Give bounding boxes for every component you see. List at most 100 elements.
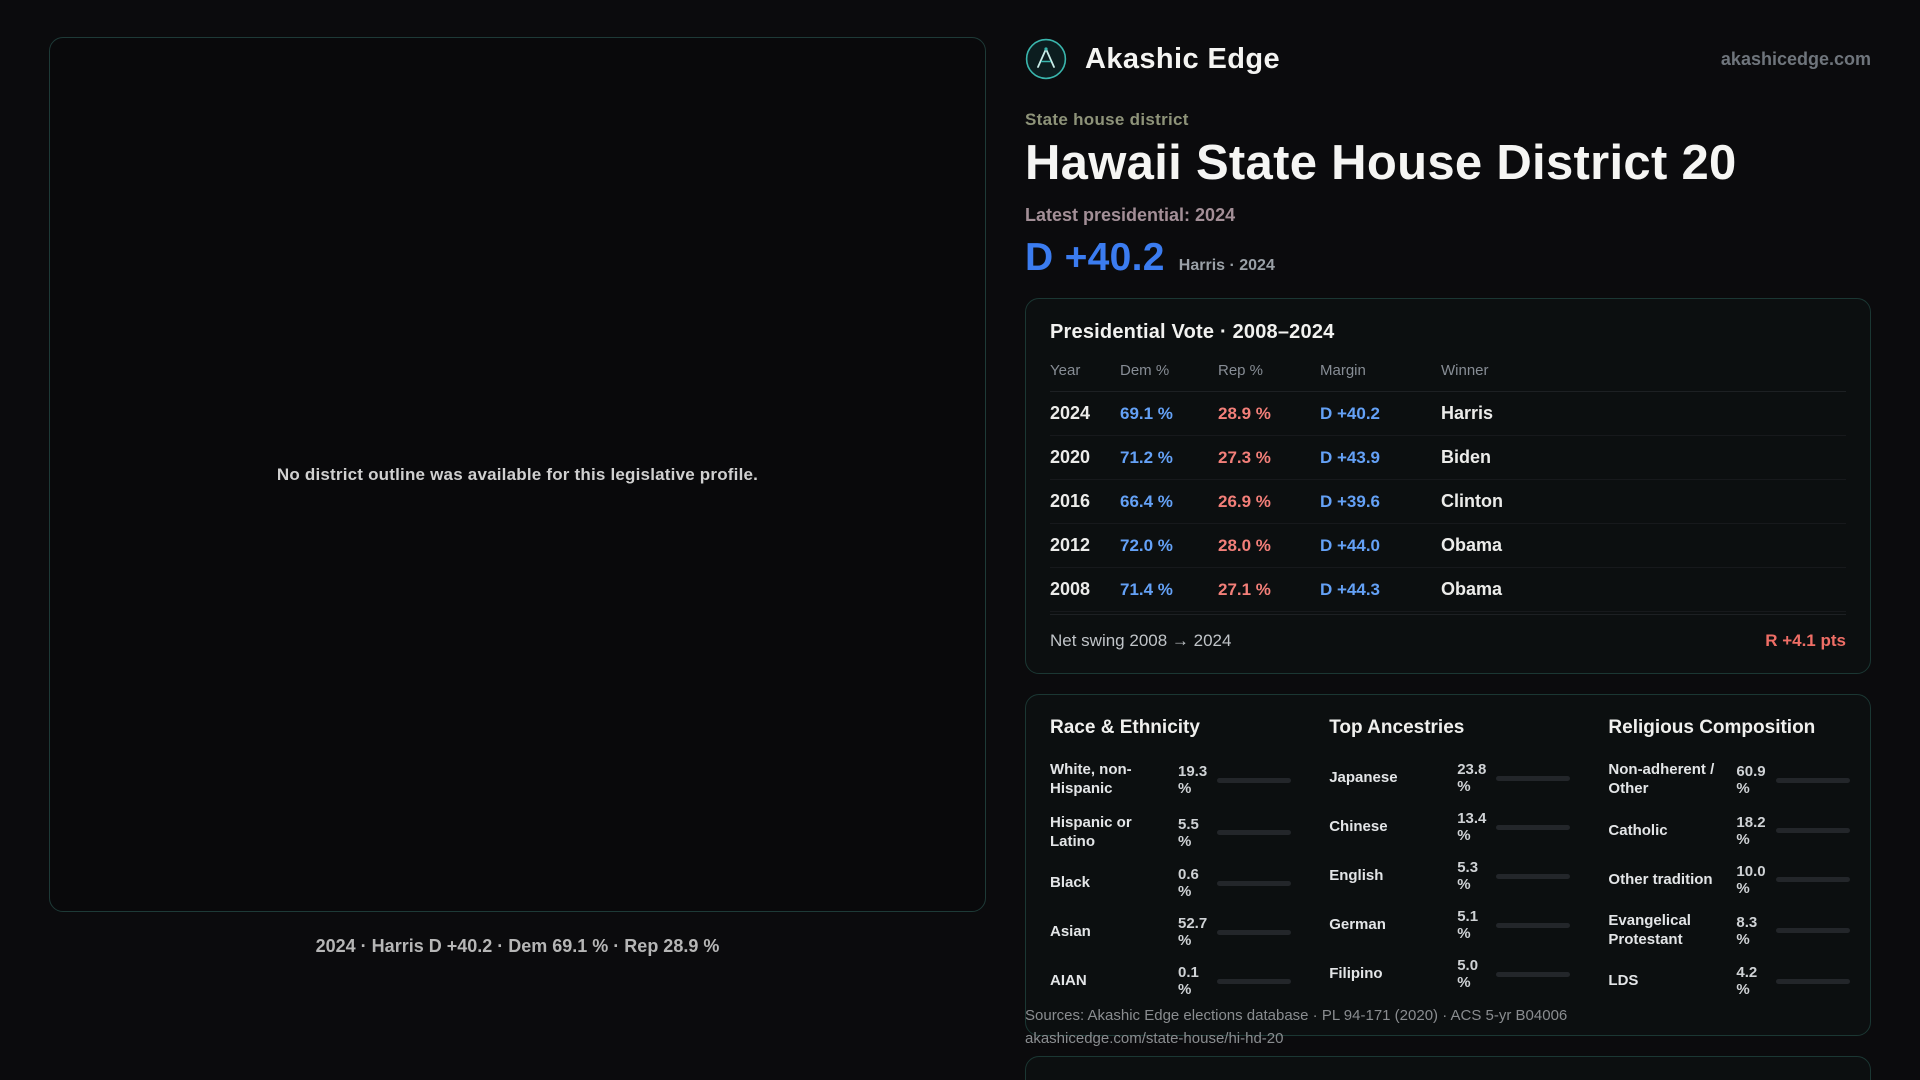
col-winner: Winner xyxy=(1441,362,1489,380)
demo-row: White, non-Hispanic 19.3 % xyxy=(1050,761,1292,799)
demo-value: 8.3 % xyxy=(1736,913,1758,948)
district-type-kicker: State house district xyxy=(1025,110,1189,129)
headline-margin-note: Harris · 2024 xyxy=(1178,257,1275,275)
table-row: 2008 71.4 % 27.1 % D +44.3 Obama xyxy=(1050,568,1846,613)
map-caption: 2024 · Harris D +40.2 · Dem 69.1 % · Rep… xyxy=(315,936,720,956)
demo-row: Asian 52.7 % xyxy=(1050,915,1292,949)
demo-label: Asian xyxy=(1050,923,1091,941)
district-map-column: No district outline was available for th… xyxy=(49,37,986,957)
demo-value: 4.2 % xyxy=(1736,964,1758,999)
demo-row: English 5.3 % xyxy=(1329,859,1571,894)
profile-content: Akashic Edge akashicedge.com State house… xyxy=(1025,38,1871,1080)
headline-margin-value: D +40.2 xyxy=(1025,236,1165,280)
district-map-panel: No district outline was available for th… xyxy=(49,37,986,912)
dem-cell: 69.1 % xyxy=(1120,403,1173,423)
dem-cell: 71.4 % xyxy=(1120,579,1173,599)
brand-name: Akashic Edge xyxy=(1085,42,1280,75)
demo-value: 18.2 % xyxy=(1736,813,1766,848)
table-row: 2020 71.2 % 27.3 % D +43.9 Biden xyxy=(1050,436,1846,481)
demo-value: 23.8 % xyxy=(1457,761,1487,796)
col-dem: Dem % xyxy=(1120,362,1170,380)
margin-cell: D +43.9 xyxy=(1320,447,1381,467)
demo-value: 60.9 % xyxy=(1736,763,1766,798)
presidential-vote-card: Presidential Vote · 2008–2024 Year Dem %… xyxy=(1025,298,1871,675)
demo-row: Filipino 5.0 % xyxy=(1329,957,1571,992)
year-cell: 2024 xyxy=(1050,403,1091,424)
demo-row: LDS 4.2 % xyxy=(1608,964,1850,999)
ancestries-title: Top Ancestries xyxy=(1329,717,1465,739)
latest-presidential-label: Latest presidential: 2024 xyxy=(1025,205,1236,226)
winner-cell: Biden xyxy=(1441,447,1492,468)
demo-bar xyxy=(1496,873,1571,879)
demo-label: English xyxy=(1329,867,1384,885)
brand-domain-link[interactable]: akashicedge.com xyxy=(1720,48,1871,69)
demo-label: AIAN xyxy=(1050,972,1087,990)
race-ethnicity-title: Race & Ethnicity xyxy=(1050,717,1200,739)
winner-cell: Obama xyxy=(1441,579,1503,600)
col-year: Year xyxy=(1050,362,1081,380)
demo-bar xyxy=(1496,824,1571,830)
demo-label: Non-adherent / Other xyxy=(1608,761,1715,798)
demo-bar xyxy=(1217,978,1292,984)
demo-value: 5.1 % xyxy=(1457,908,1479,943)
demo-row: Hispanic or Latino 5.5 % xyxy=(1050,813,1292,852)
sources-permalink[interactable]: akashicedge.com/state-house/hi-hd-20 xyxy=(1025,1029,1284,1047)
year-cell: 2008 xyxy=(1050,579,1091,600)
demo-label: White, non-Hispanic xyxy=(1050,761,1132,798)
demo-bar xyxy=(1217,880,1292,886)
demo-value: 5.5 % xyxy=(1178,815,1199,850)
year-cell: 2020 xyxy=(1050,447,1091,468)
demo-row: Other tradition 10.0 % xyxy=(1608,862,1850,897)
winner-cell: Harris xyxy=(1441,403,1494,424)
table-row: 2024 69.1 % 28.9 % D +40.2 Harris xyxy=(1050,392,1846,437)
demo-bar xyxy=(1496,922,1571,928)
col-rep: Rep % xyxy=(1218,362,1264,380)
margin-cell: D +44.0 xyxy=(1320,535,1381,555)
demo-row: Evangelical Protestant 8.3 % xyxy=(1608,911,1850,950)
demo-bar xyxy=(1775,828,1850,834)
demo-row: Catholic 18.2 % xyxy=(1608,813,1850,848)
economics-card: Economics & Language Median HH income $1… xyxy=(1025,1056,1871,1080)
demo-value: 10.0 % xyxy=(1736,862,1766,897)
rep-cell: 27.3 % xyxy=(1218,447,1271,467)
demo-row: Non-adherent / Other 60.9 % xyxy=(1608,761,1850,799)
demo-bar xyxy=(1775,877,1850,883)
demo-row: Japanese 23.8 % xyxy=(1329,761,1571,796)
dem-cell: 72.0 % xyxy=(1120,535,1173,555)
demo-bar xyxy=(1217,777,1292,783)
rep-cell: 26.9 % xyxy=(1218,491,1271,511)
rep-cell: 27.1 % xyxy=(1218,579,1271,599)
demo-row: German 5.1 % xyxy=(1329,908,1571,943)
ancestries-column: Top Ancestries Japanese 23.8 % Chinese 1… xyxy=(1329,717,1571,1013)
net-swing-value: R +4.1 pts xyxy=(1765,631,1846,651)
presidential-card-title: Presidential Vote · 2008–2024 xyxy=(1050,321,1335,344)
demo-value: 5.3 % xyxy=(1457,859,1479,894)
table-row: 2012 72.0 % 28.0 % D +44.0 Obama xyxy=(1050,524,1846,569)
religion-title: Religious Composition xyxy=(1608,717,1816,739)
margin-cell: D +39.6 xyxy=(1320,491,1381,511)
demo-label: Other tradition xyxy=(1608,870,1713,888)
demo-row: Black 0.6 % xyxy=(1050,866,1292,901)
demo-label: Catholic xyxy=(1608,821,1668,839)
demo-value: 0.6 % xyxy=(1178,866,1199,901)
headline-margin-row: D +40.2 Harris · 2024 xyxy=(1025,236,1871,280)
rep-cell: 28.0 % xyxy=(1218,535,1271,555)
winner-cell: Clinton xyxy=(1441,491,1503,512)
akashic-edge-logo-icon xyxy=(1025,38,1067,80)
year-cell: 2012 xyxy=(1050,535,1091,556)
demo-value: 0.1 % xyxy=(1178,964,1199,999)
demo-value: 13.4 % xyxy=(1457,810,1487,845)
demo-value: 5.0 % xyxy=(1457,957,1479,992)
demo-label: Hispanic or Latino xyxy=(1050,813,1132,850)
demo-bar xyxy=(1775,777,1850,783)
net-swing-label: Net swing 2008 → 2024 xyxy=(1050,631,1232,651)
dem-cell: 66.4 % xyxy=(1120,491,1173,511)
dem-cell: 71.2 % xyxy=(1120,447,1173,467)
demo-value: 19.3 % xyxy=(1178,763,1208,798)
religion-column: Religious Composition Non-adherent / Oth… xyxy=(1608,717,1850,1013)
demo-label: Evangelical Protestant xyxy=(1608,911,1691,948)
demo-bar xyxy=(1775,978,1850,984)
col-margin: Margin xyxy=(1320,362,1366,380)
demo-label: LDS xyxy=(1608,972,1639,990)
